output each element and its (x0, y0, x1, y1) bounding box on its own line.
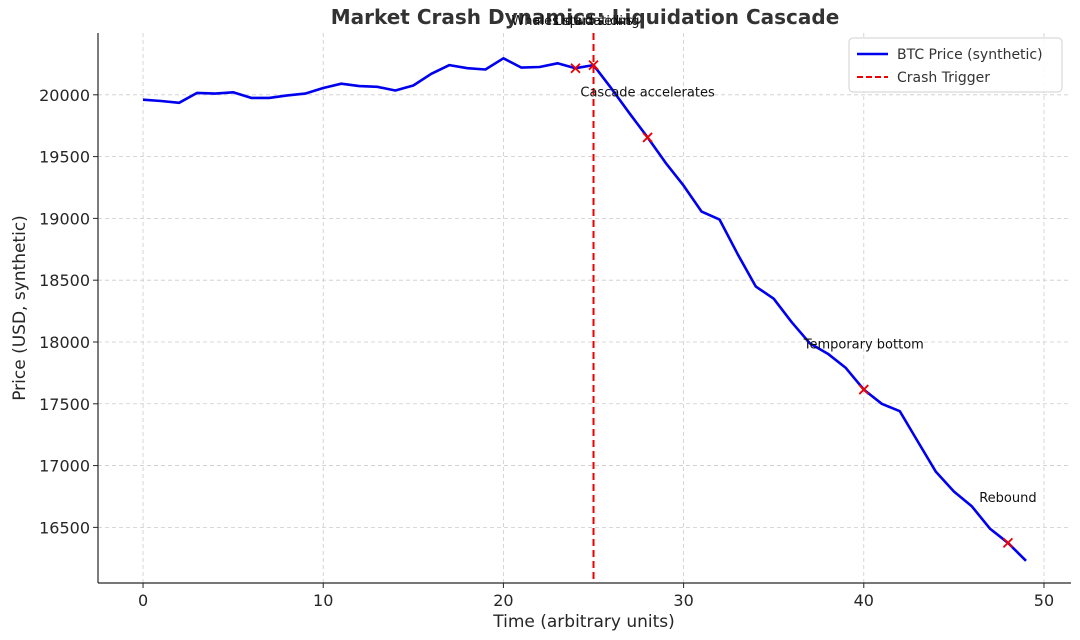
y-axis-ticks: 16500 17000 17500 18000 18500 19000 19500 20000 (39, 86, 98, 537)
event-marker (858, 384, 869, 395)
price-line (142, 56, 1027, 562)
markers (570, 59, 1014, 548)
y-tick-label: 19500 (39, 148, 90, 167)
y-axis-label: Price (USD, synthetic) (10, 215, 30, 401)
y-tick-label: 18000 (39, 333, 90, 352)
y-tick-label: 18500 (39, 271, 90, 290)
x-tick-label: 0 (138, 591, 148, 610)
x-axis-ticks: 0 10 20 30 40 50 (138, 583, 1054, 610)
chart-title: Market Crash Dynamics: Liquidation Casca… (331, 5, 840, 29)
legend: BTC Price (synthetic) Crash Trigger (848, 37, 1063, 93)
x-axis-label: Time (arbitrary units) (492, 612, 675, 632)
event-marker (642, 132, 653, 143)
series-area (142, 33, 1027, 583)
y-tick-label: 19000 (39, 209, 90, 228)
event-annotation: Cascade accelerates (580, 85, 715, 100)
x-tick-label: 30 (673, 591, 693, 610)
legend-frame (848, 37, 1063, 93)
event-marker-stroke (858, 384, 869, 395)
x-tick-label: 40 (854, 591, 874, 610)
x-tick-label: 50 (1034, 591, 1054, 610)
y-tick-label: 20000 (39, 86, 90, 105)
event-marker-stroke (570, 63, 581, 74)
event-marker-stroke (642, 132, 653, 143)
event-annotation: Temporary bottom (803, 338, 924, 353)
x-tick-label: 10 (313, 591, 333, 610)
y-tick-label: 17500 (39, 395, 90, 414)
event-marker-stroke (588, 59, 599, 71)
y-tick-label: 16500 (39, 518, 90, 537)
grid (98, 33, 1071, 583)
event-annotation: Whales start selling (511, 14, 639, 29)
legend-label-price: BTC Price (synthetic) (897, 47, 1043, 63)
event-marker (588, 59, 599, 71)
legend-label-trigger: Crash Trigger (897, 70, 990, 86)
y-tick-label: 17000 (39, 457, 90, 476)
event-marker (1002, 537, 1014, 548)
event-marker (570, 63, 581, 74)
x-tick-label: 20 (493, 591, 513, 610)
event-marker-stroke (1002, 537, 1014, 548)
event-annotation: Liquidations (554, 14, 633, 29)
event-annotation: Rebound (979, 491, 1036, 506)
